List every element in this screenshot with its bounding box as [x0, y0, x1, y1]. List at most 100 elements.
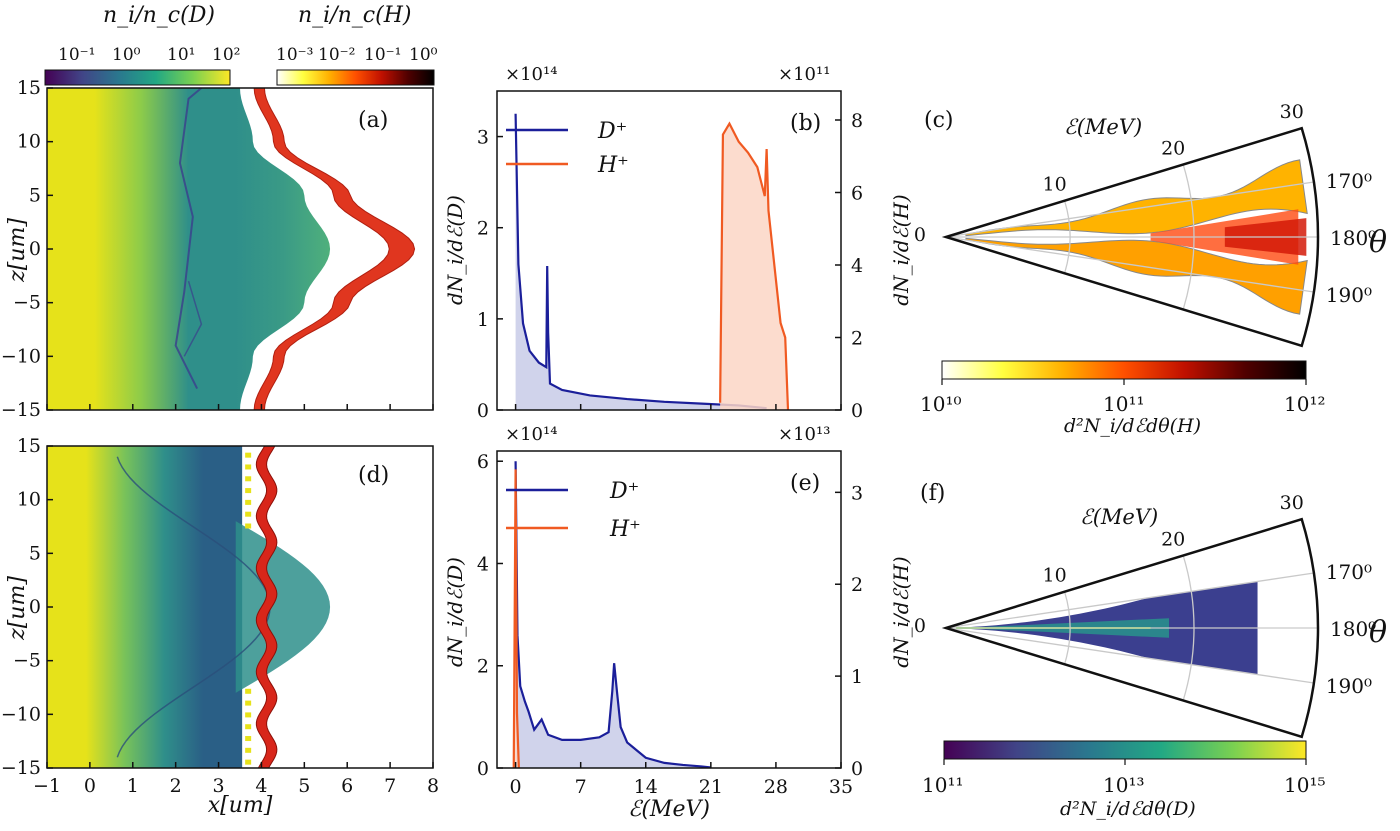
edge-dot — [245, 736, 252, 742]
edge-dot — [245, 712, 252, 718]
edge-dots-d — [245, 452, 252, 765]
y-axis-label-e: dN_i/dℰ(D) — [443, 557, 467, 667]
y-tick-label: 3 — [477, 127, 489, 149]
deuterium-target-d — [47, 446, 243, 768]
density-filament — [174, 88, 203, 389]
series-line-h — [719, 121, 790, 411]
angle-grid-line — [945, 572, 1315, 629]
legend-label-d: D⁺ — [597, 119, 627, 144]
angle-tick-label: 170⁰ — [1326, 169, 1372, 193]
y-tick-label: 15 — [17, 435, 41, 457]
edge-dot — [245, 488, 252, 494]
y-tick-label: 15 — [17, 77, 41, 99]
angle-symbol-c: θ — [1369, 225, 1387, 260]
colorbar-a-h-tick: 10⁻¹ — [364, 45, 401, 65]
y-tick-label: −15 — [1, 757, 41, 779]
radial-axis-label-c: ℰ(MeV) — [1064, 115, 1142, 139]
x-axis-label-e: ℰ(MeV) — [628, 797, 710, 822]
x-tick-label: 7 — [575, 776, 587, 798]
edge-dot — [245, 499, 252, 505]
x-tick-label: 6 — [341, 775, 353, 797]
angle-tick-label: 180⁰ — [1330, 617, 1376, 641]
colorbar-f — [943, 740, 1307, 760]
y2-tick-label: 0 — [851, 400, 863, 422]
edge-dot — [245, 476, 252, 482]
x-tick-label: 7 — [384, 775, 396, 797]
x-tick-label: 2 — [170, 775, 182, 797]
panel-label-f: (f) — [920, 481, 945, 506]
colorbar-a-h-tick: 10⁰ — [409, 45, 438, 65]
y2-axis-label-e: dN_i/dℰ(H) — [889, 556, 913, 667]
y-tick-label: 0 — [477, 400, 489, 422]
colorbar-a-d-tick: 10¹ — [167, 45, 195, 65]
edge-dot — [245, 700, 252, 706]
radial-tick-label: 0 — [914, 615, 926, 637]
x-tick-label: 3 — [213, 775, 225, 797]
colorbar-a-h-tick: 10⁻³ — [276, 45, 313, 65]
edge-dot — [245, 511, 252, 517]
x-tick-label: 14 — [634, 776, 658, 798]
colorbar-c-ticks — [941, 379, 1307, 385]
polar-frame — [941, 517, 1320, 739]
y2-tick-label: 2 — [851, 328, 863, 350]
series-line-d — [514, 461, 711, 769]
x-ticks-a — [46, 404, 434, 410]
colorbar-f-tick: 10¹⁵ — [1284, 773, 1325, 797]
spectrum-plot-e: 0 2 4 6 0 1 2 3 0 7 14 21 28 35 — [477, 451, 863, 798]
x-tick-label: 0 — [510, 776, 522, 798]
y2-tick-label: 1 — [851, 666, 863, 688]
y-tick-label: 10 — [17, 489, 41, 511]
series-line-h — [512, 469, 520, 769]
series-line-d — [514, 113, 767, 410]
y-tick-label: 5 — [29, 184, 41, 206]
y-axis-label-d: z[um] — [5, 576, 30, 641]
x-tick-label: 35 — [829, 776, 853, 798]
x-axis-label-d: x[um] — [208, 793, 273, 818]
colorbar-a-d — [44, 69, 231, 86]
x-tick-label: 0 — [84, 775, 96, 797]
multiplier-b-left: ×10¹⁴ — [505, 64, 557, 85]
hydrogen-lobe-upper — [965, 159, 1308, 237]
y-tick-label: −10 — [1, 703, 41, 725]
angle-grid-line — [945, 181, 1315, 238]
colorbar-a-d-tick: 10⁰ — [112, 45, 141, 65]
density-map-a — [47, 88, 433, 410]
radial-tick-label: 20 — [1161, 137, 1185, 159]
angle-tick-label: 190⁰ — [1326, 283, 1372, 307]
legend-label-d: D⁺ — [609, 479, 639, 504]
x-tick-label: 5 — [298, 775, 310, 797]
y-ticks-a: 15 10 5 0 −5 −10 −15 — [1, 77, 53, 421]
y-tick-label: 0 — [477, 758, 489, 780]
x-ticks-d: −1 0 1 2 3 4 5 6 7 8 — [33, 762, 439, 797]
radial-axis-label-f: ℰ(MeV) — [1080, 505, 1158, 529]
x-tick-label: 21 — [699, 776, 723, 798]
panel-label-e: (e) — [790, 471, 820, 496]
series-area-d — [515, 113, 767, 411]
edge-dot — [245, 747, 252, 753]
y-tick-label: −15 — [1, 399, 41, 421]
panel-c: (c) ℰ(MeV) 0 10 20 30 170⁰ 180⁰ 190⁰ θ 10¹⁰ 10… — [914, 101, 1387, 437]
legend-b: D⁺ H⁺ — [506, 119, 629, 178]
y2-tick-label: 0 — [851, 758, 863, 780]
density-filament — [183, 280, 203, 357]
density-streaks-a — [174, 88, 203, 389]
legend-e: D⁺ H⁺ — [506, 479, 641, 542]
y-tick-label: 5 — [29, 542, 41, 564]
y-ticks-d: 15 10 5 0 −5 −10 −15 — [1, 435, 53, 779]
multiplier-e-right: ×10¹³ — [778, 424, 830, 445]
x-tick-label: 8 — [427, 775, 439, 797]
panel-label-d: (d) — [358, 463, 389, 488]
angle-tick-label: 180⁰ — [1330, 226, 1376, 250]
radial-tick-label: 0 — [914, 224, 926, 246]
panel-label-a: (a) — [358, 108, 388, 133]
radial-tick-label: 30 — [1280, 101, 1304, 123]
legend-label-h: H⁺ — [609, 517, 641, 542]
colorbar-c-tick: 10¹¹ — [1103, 392, 1144, 416]
polar-plot-f: 0 10 20 30 170⁰ 180⁰ 190⁰ — [914, 492, 1376, 739]
edge-dot — [245, 523, 252, 529]
panel-f: (f) ℰ(MeV) 0 10 20 30 170⁰ 180⁰ 190⁰ θ 10¹¹ 10… — [914, 481, 1387, 820]
angle-symbol-f: θ — [1369, 615, 1387, 650]
radial-tick-label: 20 — [1161, 528, 1185, 550]
x-tick-label: 4 — [255, 775, 267, 797]
